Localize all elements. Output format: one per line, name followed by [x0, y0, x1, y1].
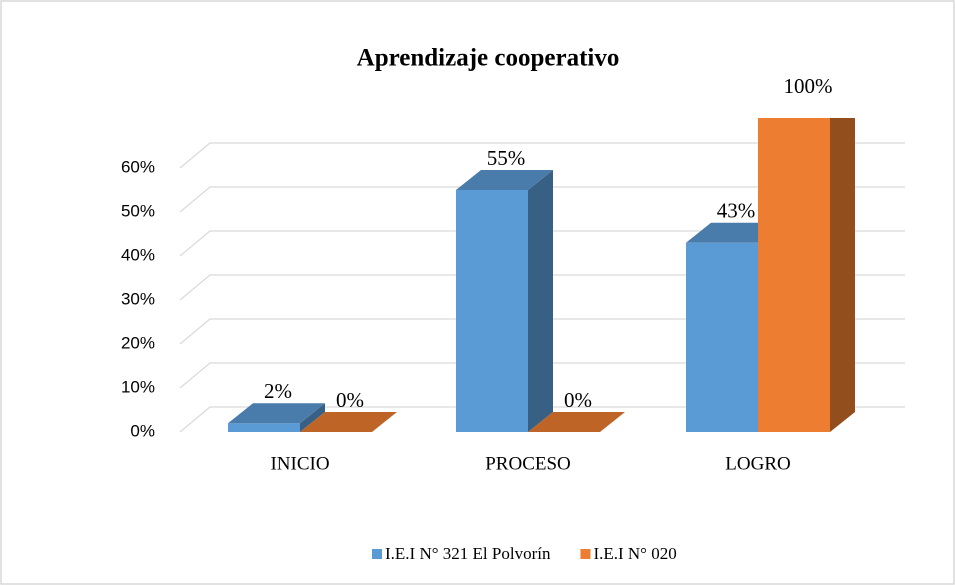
chart-title: Aprendizaje cooperativo [357, 45, 620, 72]
data-label: 0% [564, 388, 592, 412]
bar-top [300, 412, 397, 432]
legend-swatch [580, 549, 591, 559]
y-tick-label: 20% [121, 333, 155, 352]
grid-line [179, 318, 905, 345]
data-label: 100% [784, 74, 833, 98]
labels: 0% 10% 20% 30% 40% 50% 60% INICIO PROCESO LOGRO 2%… [121, 74, 833, 563]
bar [456, 190, 528, 432]
bar-side [528, 170, 553, 432]
bar [686, 242, 758, 432]
grid-line [179, 274, 905, 301]
y-tick-label: 10% [121, 377, 155, 396]
x-tick-label: PROCESO [485, 453, 571, 474]
bars [228, 118, 855, 432]
legend-swatch [372, 549, 382, 559]
legend-label: I.E.I N° 321 El Polvorín [385, 544, 551, 563]
x-tick-label: INICIO [270, 453, 329, 474]
y-tick-label: 40% [121, 245, 155, 264]
y-tick-label: 50% [121, 201, 155, 220]
data-label: 2% [264, 379, 292, 403]
x-tick-label: LOGRO [725, 453, 790, 474]
grid-line [179, 406, 905, 433]
bar-top [528, 412, 625, 432]
data-label: 55% [487, 146, 526, 170]
bar-side [300, 403, 325, 432]
legend-label: I.E.I N° 020 [593, 544, 676, 563]
bar-top [228, 403, 325, 424]
bar [758, 118, 830, 432]
bar-top [456, 170, 553, 190]
bar [228, 423, 300, 432]
data-label: 43% [717, 199, 756, 223]
grid-line [179, 142, 905, 169]
y-tick-label: 60% [121, 157, 155, 176]
data-label: 0% [336, 388, 364, 412]
grid-line [179, 230, 905, 257]
y-tick-label: 30% [121, 289, 155, 308]
grid-line [179, 186, 905, 213]
grid [179, 142, 905, 433]
bar-side [830, 118, 855, 432]
y-tick-label: 0% [130, 421, 155, 440]
grid-line [179, 362, 905, 389]
